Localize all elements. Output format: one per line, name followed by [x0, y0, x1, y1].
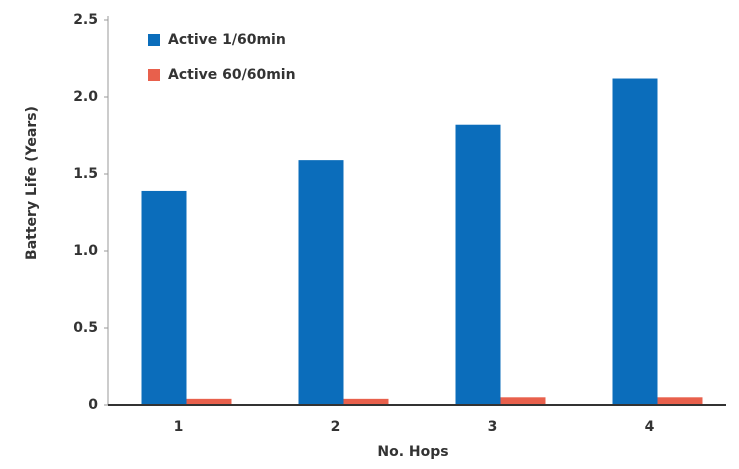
x-tick-label: 1: [174, 419, 184, 435]
bar: [343, 398, 389, 405]
legend-swatch: [148, 34, 160, 46]
y-tick-label: 2.5: [73, 12, 98, 28]
y-tick-label: 2.0: [73, 89, 98, 105]
y-tick-label: 0: [88, 397, 98, 413]
bar: [612, 78, 658, 406]
x-tick-label: 4: [645, 419, 655, 435]
y-axis-label: Battery Life (Years): [24, 106, 40, 260]
y-tick-label: 0.5: [73, 320, 98, 336]
bar: [186, 398, 232, 405]
legend-swatch: [148, 69, 160, 81]
legend-label: Active 60/60min: [168, 67, 296, 83]
y-tick-label: 1.5: [73, 166, 98, 182]
x-tick-label: 2: [331, 419, 341, 435]
x-tick-label: 3: [488, 419, 498, 435]
bar: [500, 397, 546, 405]
bar: [657, 397, 703, 405]
y-tick-label: 1.0: [73, 243, 98, 259]
bar: [141, 190, 187, 405]
x-axis-label: No. Hops: [377, 444, 448, 460]
bar: [455, 124, 501, 405]
bar: [298, 160, 344, 405]
legend-label: Active 1/60min: [168, 32, 286, 48]
